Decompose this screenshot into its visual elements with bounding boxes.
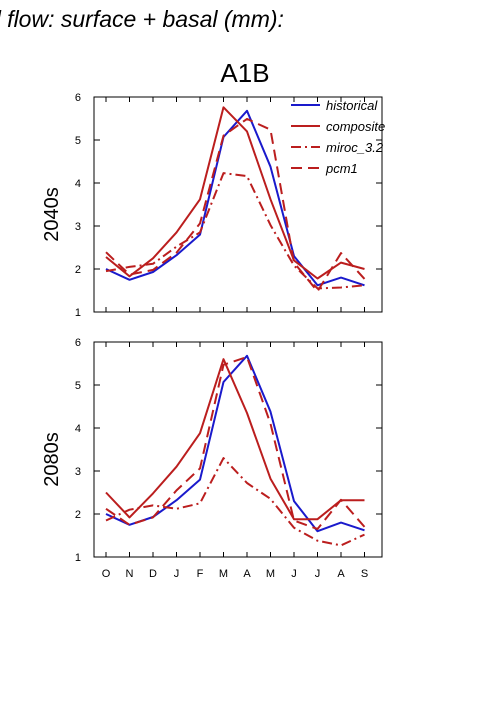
y-tick-label: 4	[75, 178, 81, 190]
y-tick-label: 5	[75, 380, 81, 392]
x-tick-label: M	[219, 568, 228, 580]
x-tick-label: A	[243, 568, 251, 580]
x-tick-label: A	[337, 568, 345, 580]
y-tick-label: 5	[75, 135, 81, 147]
legend-label: historical	[326, 98, 378, 113]
series-line-miroc-3-2	[105, 457, 365, 547]
y-tick-label: 3	[75, 466, 81, 478]
x-tick-label: J	[174, 568, 180, 580]
y-tick-label: 3	[75, 221, 81, 233]
x-tick-label: J	[291, 568, 297, 580]
panel-ylabel: 2080s	[41, 432, 63, 487]
y-tick-label: 1	[75, 307, 81, 319]
scenario-title: A1B	[220, 58, 269, 88]
figure-title: d flow: surface + basal (mm):	[0, 6, 284, 32]
series-line-composite	[105, 106, 365, 280]
series-line-composite	[105, 358, 365, 521]
y-tick-label: 2	[75, 264, 81, 276]
x-tick-label: O	[102, 568, 111, 580]
y-tick-label: 1	[75, 552, 81, 564]
y-tick-label: 2	[75, 509, 81, 521]
series-line-historical	[105, 109, 365, 287]
series-line-miroc-3-2	[105, 172, 365, 290]
series-line-historical	[105, 354, 365, 533]
x-tick-label: D	[149, 568, 157, 580]
y-tick-label: 6	[75, 337, 81, 349]
x-tick-label: S	[361, 568, 368, 580]
legend-label: miroc_3.2	[326, 140, 384, 155]
panel-ylabel: 2040s	[41, 187, 63, 242]
x-tick-label: F	[197, 568, 204, 580]
y-tick-label: 6	[75, 92, 81, 104]
series-line-pcm1	[105, 356, 366, 530]
plot-frame	[93, 96, 383, 313]
y-tick-label: 4	[75, 423, 81, 435]
legend-label: composite	[326, 119, 385, 134]
plot-frame	[93, 341, 383, 558]
x-tick-label: J	[315, 568, 321, 580]
x-tick-label: M	[266, 568, 275, 580]
x-tick-label: N	[126, 568, 134, 580]
legend-label: pcm1	[325, 161, 358, 176]
series-line-pcm1	[105, 117, 366, 293]
